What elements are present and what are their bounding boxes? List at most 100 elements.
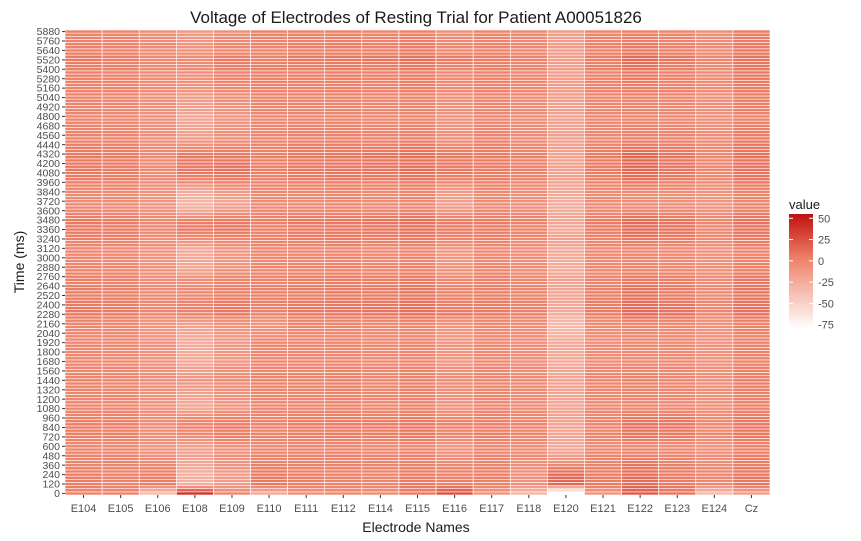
heatmap-cell <box>250 391 288 395</box>
heatmap-cell <box>695 343 734 348</box>
heatmap-cell <box>138 155 177 160</box>
heatmap-cell <box>324 32 363 37</box>
heatmap-cell <box>695 397 734 402</box>
heatmap-cell <box>324 460 363 464</box>
heatmap-cell <box>547 227 585 232</box>
heatmap-cell <box>732 391 771 395</box>
heatmap-cell <box>695 265 734 270</box>
heatmap-cell <box>361 450 400 455</box>
heatmap-cell <box>250 372 288 376</box>
heatmap-cell <box>64 45 103 50</box>
heatmap-cell <box>101 29 140 34</box>
heatmap-cell <box>547 431 585 436</box>
heatmap-cell <box>176 312 214 317</box>
heatmap-cell <box>101 375 140 380</box>
heatmap-cell <box>287 233 326 238</box>
heatmap-cell <box>398 422 437 427</box>
heatmap-cell <box>250 337 288 342</box>
heatmap-cell <box>547 105 585 109</box>
heatmap-cell <box>361 108 400 112</box>
y-tick-label: 5880 <box>37 26 61 38</box>
heatmap-cell <box>324 347 363 351</box>
heatmap-cell <box>324 359 363 364</box>
heatmap-cell <box>584 73 622 78</box>
heatmap-cell <box>621 425 659 430</box>
heatmap-cell <box>287 67 326 72</box>
heatmap-cell <box>472 221 511 226</box>
heatmap-cell <box>435 428 474 433</box>
heatmap-cell <box>658 466 697 471</box>
heatmap-cell <box>176 287 214 292</box>
heatmap-cell <box>287 73 326 78</box>
heatmap-cell <box>213 431 251 436</box>
heatmap-cell <box>732 111 771 116</box>
heatmap-cell <box>509 444 548 449</box>
heatmap-cell <box>658 95 697 100</box>
heatmap-cell <box>101 145 140 150</box>
heatmap-cell <box>101 189 140 194</box>
heatmap-cell <box>621 105 659 109</box>
heatmap-cell <box>398 381 437 386</box>
heatmap-cell <box>287 447 326 452</box>
heatmap-cell <box>584 193 622 197</box>
heatmap-cell <box>435 196 474 200</box>
heatmap-cell <box>435 149 474 153</box>
heatmap-cell <box>695 123 734 128</box>
heatmap-cell <box>64 136 103 141</box>
heatmap-cell <box>658 296 697 301</box>
heatmap-cell <box>101 233 140 238</box>
heatmap-cell <box>398 387 437 392</box>
heatmap-cell <box>472 127 511 131</box>
heatmap-cell <box>435 381 474 386</box>
heatmap-cell <box>584 359 622 364</box>
heatmap-cell <box>398 394 437 398</box>
heatmap-cell <box>435 193 474 197</box>
heatmap-cell <box>695 409 734 414</box>
heatmap-cell <box>472 394 511 398</box>
heatmap-cell <box>695 218 734 222</box>
heatmap-cell <box>361 205 400 210</box>
heatmap-cell <box>324 321 363 326</box>
heatmap-cell <box>398 243 437 248</box>
heatmap-cell <box>509 142 548 147</box>
heatmap-cell <box>138 456 177 461</box>
heatmap-cell <box>472 309 511 314</box>
heatmap-cell <box>584 196 622 200</box>
heatmap-cell <box>250 265 288 270</box>
heatmap-cell <box>138 120 177 125</box>
heatmap-cell <box>176 365 214 370</box>
heatmap-cell <box>101 152 140 156</box>
heatmap-cell <box>138 35 177 40</box>
heatmap-cell <box>250 177 288 182</box>
heatmap-cell <box>398 428 437 433</box>
heatmap-cell <box>398 409 437 414</box>
heatmap-cell <box>695 318 734 323</box>
heatmap-cell <box>547 136 585 141</box>
heatmap-cell <box>547 347 585 351</box>
heatmap-cell <box>324 249 363 254</box>
heatmap-cell <box>732 337 771 342</box>
heatmap-cell <box>176 265 214 270</box>
heatmap-cell <box>621 365 659 370</box>
heatmap-cell <box>509 155 548 160</box>
heatmap-cell <box>472 277 511 282</box>
heatmap-cell <box>509 259 548 263</box>
heatmap-cell <box>324 35 363 40</box>
heatmap-cell <box>64 139 103 144</box>
heatmap-cell <box>138 469 177 474</box>
heatmap-cell <box>658 277 697 282</box>
heatmap-cell <box>732 174 771 178</box>
heatmap-cell <box>138 299 177 304</box>
heatmap-cell <box>435 321 474 326</box>
heatmap-cell <box>435 158 474 163</box>
heatmap-cell <box>732 331 771 336</box>
heatmap-cell <box>435 139 474 144</box>
heatmap-cell <box>695 130 734 134</box>
heatmap-cell <box>398 259 437 263</box>
heatmap-cell <box>176 394 214 398</box>
heatmap-cell <box>547 472 585 477</box>
heatmap-cell <box>101 321 140 326</box>
heatmap-cell <box>64 186 103 191</box>
heatmap-cell <box>547 453 585 458</box>
heatmap-cell <box>176 337 214 342</box>
